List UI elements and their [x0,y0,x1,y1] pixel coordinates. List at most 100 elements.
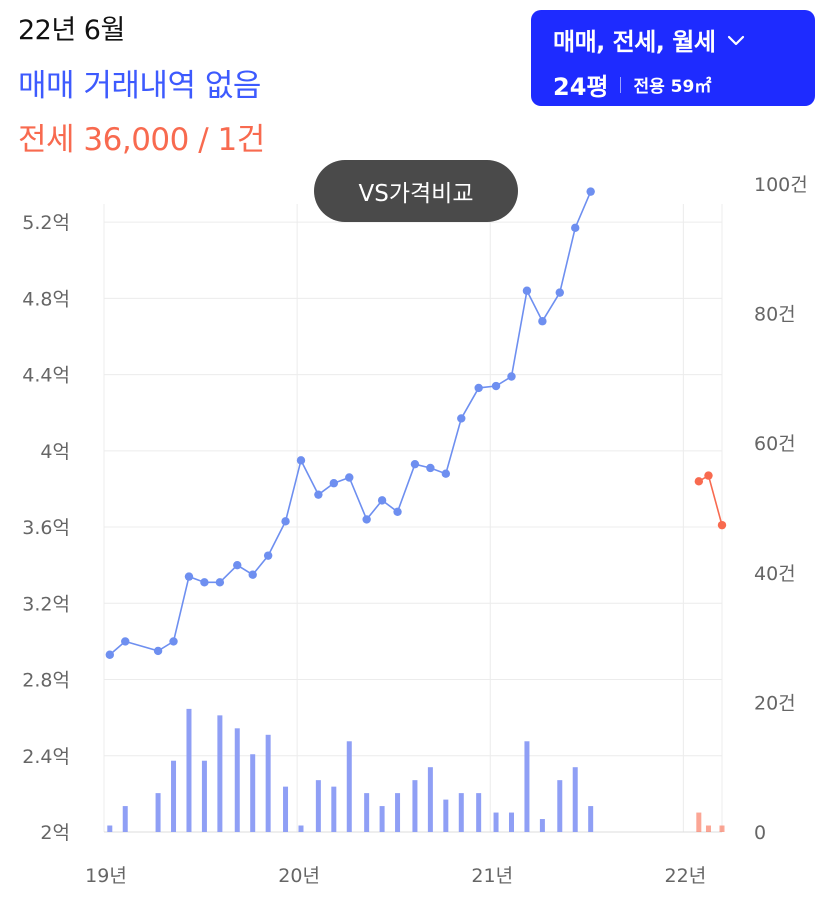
y-right-tick-label: 60건 [754,433,796,455]
volume-bar [217,715,223,832]
volume-bar [331,786,337,832]
trade-price-point [200,578,209,587]
y-right-tick-label: 0 [754,822,766,844]
x-tick-label: 22년 [665,865,707,887]
trade-price-point [474,383,483,393]
volume-bar [283,786,289,832]
volume-bar [493,812,499,832]
deal-type-selector[interactable]: 매매, 전세, 월세 24평 전용 59㎡ [531,10,815,106]
volume-bar [476,793,482,832]
x-tick-label: 20년 [278,865,320,887]
y-left-tick-label: 3.2억 [22,593,70,615]
volume-bar [107,825,113,832]
x-tick-label: 19년 [85,865,127,887]
trade-price-point [507,372,516,381]
price-lines [105,187,727,659]
trade-price-point [362,515,371,524]
jeonse-price-point [694,477,704,486]
volume-bars [107,708,725,832]
trade-price-point [345,473,354,482]
pyeong-label: 24평 [553,73,609,101]
summary-panel: 22년 6월 매매 거래내역 없음 전세 36,000 / 1건 [18,8,265,160]
volume-bar [171,760,177,832]
y-right-tick-label: 40건 [754,563,796,585]
trade-price-point [377,496,387,505]
volume-bar [443,799,449,832]
volume-bar [427,767,433,832]
volume-bar [719,825,725,832]
volume-bar [539,819,545,832]
volume-bar [201,760,207,832]
volume-bar [234,728,240,832]
volume-bar [508,812,514,832]
volume-bar [298,825,304,832]
trade-price-point [571,223,580,233]
jeonse-price-point [717,520,727,530]
trade-price-point [410,459,420,469]
y-left-tick-label: 2.8억 [22,670,70,692]
volume-bar [265,734,271,832]
trade-price-point [441,469,451,478]
y-left-tick-label: 4.4억 [22,365,70,387]
jeonse-price-point [704,471,713,480]
trade-price-point [393,507,402,517]
volume-bar [379,806,385,832]
volume-bar [250,754,256,832]
trade-price-point [586,187,595,196]
trade-price-line [109,191,592,656]
trade-price-point [215,578,225,587]
volume-bar [155,793,161,832]
volume-bar [705,825,711,832]
y-left-tick-label: 5.2억 [22,212,70,234]
trade-price-point [281,517,290,526]
y-right-tick-label: 100건 [754,174,808,196]
volume-bar [412,780,418,832]
volume-bar [395,793,401,832]
volume-bar [122,806,128,832]
volume-bar [346,741,352,832]
trade-price-point [457,414,466,423]
deal-type-row: 매매, 전세, 월세 [553,22,793,57]
trade-price-point [153,646,163,656]
divider [620,76,622,93]
trade-price-point [522,286,532,295]
y-left-tick-label: 2.4억 [22,746,70,768]
chevron-down-icon [728,35,745,45]
grid [103,204,723,833]
trade-price-point [184,572,194,581]
y-right-tick-label: 20건 [754,692,796,714]
volume-bar [186,708,192,832]
trade-price-point [538,317,547,326]
trade-price-point [248,570,257,579]
volume-bar [572,767,578,832]
jeonse-summary: 전세 36,000 / 1건 [18,122,265,158]
trade-price-point [426,463,435,473]
trade-price-point [491,381,501,391]
volume-bar [458,793,464,832]
trade-price-point [329,479,339,488]
trade-price-point [121,637,130,646]
x-tick-label: 21년 [471,865,513,887]
trade-price-point [233,560,242,570]
volume-bar [315,780,321,832]
volume-bar [524,741,530,832]
axis-ticks: 2억 2.4억 2.8억 3.2억 3.6억 4억 4.4억 4.8억 5.2억 0 20건 40건 6… [22,174,807,887]
trade-price-point [314,490,323,499]
trade-price-point [105,650,114,659]
vs-compare-button[interactable]: VS가격비교 [314,160,518,222]
selected-month: 22년 6월 [18,15,125,46]
trade-price-point [169,637,178,646]
trade-price-point [263,551,273,560]
volume-bar [364,793,370,832]
trade-price-point [296,456,306,465]
y-left-tick-label: 4.8억 [22,288,70,310]
y-left-tick-label: 3.6억 [22,517,70,539]
y-left-tick-label: 2억 [40,822,70,844]
area-label: 전용 59㎡ [633,77,712,97]
size-row: 24평 전용 59㎡ [553,67,793,102]
trade-price-point [555,288,564,297]
y-right-tick-label: 80건 [754,304,796,326]
volume-bar [588,806,594,832]
volume-bar [557,780,563,832]
